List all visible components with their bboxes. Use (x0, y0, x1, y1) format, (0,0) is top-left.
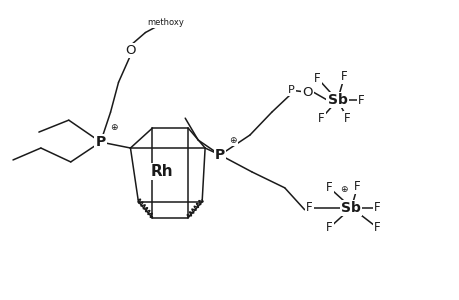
Text: ⊕: ⊕ (110, 123, 117, 132)
Text: F: F (353, 180, 360, 193)
Text: Sb: Sb (341, 201, 361, 215)
Text: ⊕: ⊕ (339, 185, 347, 194)
Text: F: F (325, 181, 332, 194)
Text: F: F (313, 72, 320, 85)
Text: O: O (125, 44, 135, 57)
Text: F: F (306, 201, 312, 214)
Text: ⊕: ⊕ (229, 136, 236, 145)
Text: F: F (343, 112, 350, 124)
Text: O: O (302, 86, 312, 99)
Text: Sb: Sb (327, 93, 347, 107)
Text: F: F (341, 70, 347, 83)
Text: F: F (357, 94, 364, 107)
Text: Rh: Rh (151, 164, 173, 179)
Text: F: F (373, 201, 380, 214)
Text: P: P (214, 148, 225, 162)
Text: F: F (373, 221, 380, 234)
Text: P: P (95, 135, 106, 149)
Text: P: P (288, 85, 294, 95)
Text: methoxy: methoxy (146, 18, 183, 27)
Text: F: F (318, 112, 324, 124)
Text: F: F (325, 221, 332, 234)
